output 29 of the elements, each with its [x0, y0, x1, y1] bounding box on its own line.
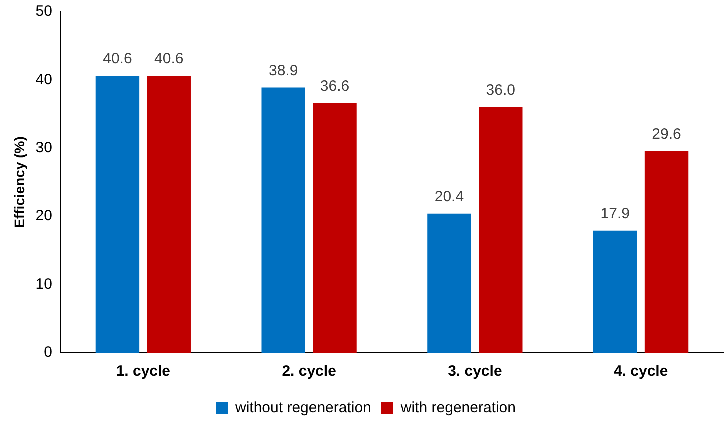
bar — [593, 230, 638, 353]
y-tick-label: 0 — [44, 344, 52, 362]
bar — [96, 76, 140, 353]
data-label: 36.0 — [486, 82, 516, 100]
legend-label: with regeneration — [400, 400, 516, 417]
data-label: 20.4 — [434, 188, 464, 206]
data-label: 38.9 — [268, 62, 298, 80]
x-tick-label: 3. cycle — [448, 363, 502, 380]
x-tick-label: 2. cycle — [282, 363, 336, 380]
x-tick-label: 1. cycle — [116, 363, 171, 380]
y-tick-label: 10 — [36, 276, 52, 293]
data-label: 17.9 — [600, 206, 630, 223]
data-label: 36.6 — [320, 78, 350, 96]
y-tick-label: 30 — [36, 140, 52, 157]
legend-label: without regeneration — [234, 400, 372, 417]
bar — [479, 107, 523, 353]
data-label: 40.6 — [154, 50, 184, 68]
y-tick-label: 50 — [36, 3, 52, 20]
y-tick-label: 40 — [36, 71, 52, 88]
bar — [313, 103, 357, 353]
bar — [147, 76, 191, 353]
bar — [262, 88, 306, 353]
bar — [644, 151, 689, 353]
y-tick-label: 20 — [36, 208, 52, 225]
data-label: 29.6 — [652, 126, 682, 143]
bar — [428, 214, 472, 353]
y-axis-title: Efficiency (%) — [11, 136, 28, 228]
x-tick-label: 4. cycle — [614, 363, 668, 380]
data-label: 40.6 — [103, 50, 132, 68]
